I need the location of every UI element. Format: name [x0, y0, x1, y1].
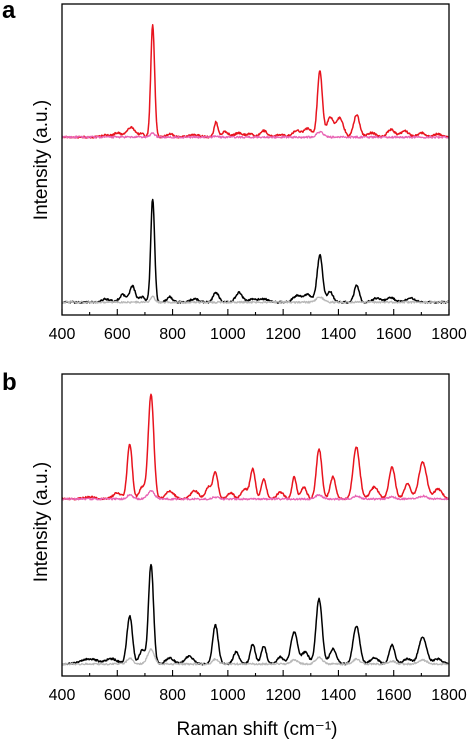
panel-a: a Intensity (a.u.) 400 600 800 1000 1200 1400…: [2, 0, 467, 343]
panel-b: b Intensity (a.u.) 400 600 800 1000 1200 1400…: [2, 369, 467, 740]
panel-b-y-axis-label: Intensity (a.u.): [31, 462, 52, 582]
panel-b-series-1-line: [62, 489, 449, 501]
panel-a-x-tick-label: 1600: [376, 326, 412, 343]
panel-a-series-0-line: [62, 24, 449, 139]
panel-b-x-tick-label: 1600: [376, 687, 412, 704]
panel-a-x-tick-label: 1400: [321, 326, 357, 343]
panel-a-x-tick-label: 1000: [210, 326, 246, 343]
panel-a-series-2-line: [62, 198, 449, 304]
panel-a-x-tick-label: 800: [159, 326, 186, 343]
panel-a-plot-area: 400 600 800 1000 1200 1400 1600 1800: [49, 3, 467, 343]
panel-b-plot-area: 400 600 800 1000 1200 1400 1600 1800: [49, 373, 467, 704]
panel-a-x-tick-label: 600: [104, 326, 131, 343]
panel-b-series-2-line: [62, 563, 449, 666]
panel-b-frame: [61, 373, 450, 677]
panel-a-label: a: [2, 0, 16, 24]
panel-b-x-tick-label: 600: [104, 687, 131, 704]
panel-b-x-tick-label: 1400: [321, 687, 357, 704]
panel-b-label: b: [2, 369, 17, 396]
panel-a-x-tick-label: 1800: [431, 326, 467, 343]
panel-b-series-0-line: [62, 393, 449, 501]
panel-a-frame: [61, 3, 450, 316]
panel-a-x-tick-label: 1200: [265, 326, 301, 343]
panel-b-series-3-line: [62, 648, 449, 666]
panel-b-x-tick-label: 1800: [431, 687, 467, 704]
panel-a-series-3-line: [62, 295, 449, 304]
x-axis-label: Raman shift (cm⁻¹): [177, 719, 338, 740]
panel-b-x-tick-label: 1000: [210, 687, 246, 704]
panel-b-x-tick-label: 400: [49, 687, 76, 704]
panel-a-y-axis-label: Intensity (a.u.): [31, 100, 52, 220]
panel-a-x-tick-label: 400: [49, 326, 76, 343]
panel-b-x-tick-label: 1200: [265, 687, 301, 704]
panel-b-x-tick-label: 800: [159, 687, 186, 704]
panel-a-series-1-line: [62, 130, 449, 139]
